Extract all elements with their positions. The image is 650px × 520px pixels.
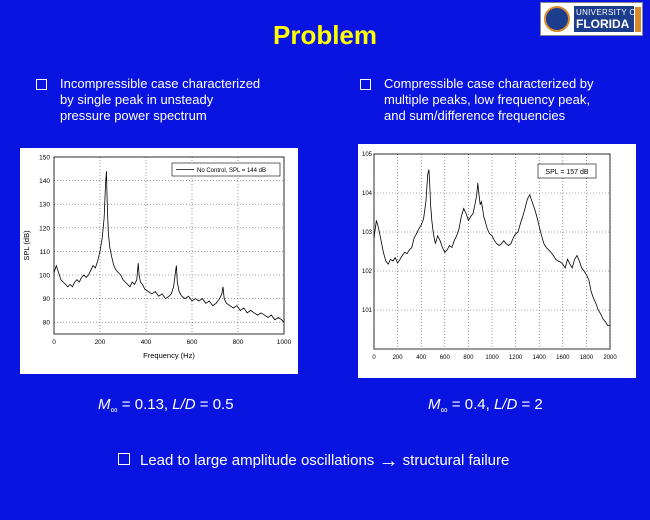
bottom-bullet-text: Lead to large amplitude oscillations → s… bbox=[140, 450, 509, 473]
x-tick-label: 0 bbox=[372, 355, 376, 361]
plot-frame bbox=[373, 153, 611, 350]
x-tick-label: 800 bbox=[233, 339, 244, 346]
x-tick-label: 200 bbox=[95, 339, 106, 346]
x-tick-label: 600 bbox=[440, 355, 451, 361]
left-spectrum-chart: 0 200 400 600 800 1000 80 90 100 110 120 130 140 150 F… bbox=[22, 155, 292, 361]
y-tick-label: 110 bbox=[40, 249, 51, 256]
plot-frame bbox=[53, 156, 285, 335]
right-bullet-line-2: multiple peaks, low frequency peak, bbox=[384, 92, 590, 107]
left-bullet-line-2: by single peak in unsteady bbox=[60, 92, 214, 107]
x-tick-label: 400 bbox=[416, 355, 427, 361]
y-tick-label: 104 bbox=[362, 191, 373, 197]
ld-symbol: L/D bbox=[493, 396, 518, 413]
x-tick-label: 0 bbox=[52, 339, 56, 346]
logo-line-1: UNIVERSITY OF bbox=[576, 8, 642, 17]
right-bullet-line-1: Compressible case characterized by bbox=[384, 76, 594, 91]
right-bullet-line-3: and sum/difference frequencies bbox=[384, 108, 566, 123]
y-tick-label: 100 bbox=[39, 273, 50, 280]
ld-value: = 0.5 bbox=[195, 396, 234, 413]
x-tick-label: 1800 bbox=[580, 355, 594, 361]
arrow-right-icon: → bbox=[378, 450, 399, 472]
y-tick-label: 105 bbox=[362, 152, 373, 158]
x-axis-label: Frequency (Hz) bbox=[143, 351, 195, 360]
left-bullet-line-3: pressure power spectrum bbox=[60, 108, 207, 123]
logo-banner bbox=[574, 6, 634, 32]
x-tick-label: 1000 bbox=[277, 339, 292, 346]
x-tick-label: 2000 bbox=[603, 355, 617, 361]
left-bullet-text: Incompressible case characterized by sin… bbox=[60, 76, 260, 124]
right-caption: M∞ = 0.4, L/D = 2 bbox=[428, 396, 543, 416]
legend-label: No Control, SPL = 144 dB bbox=[197, 168, 266, 174]
bottom-bullet-text-1: Lead to large amplitude oscillations bbox=[140, 452, 375, 469]
checkbox-bullet-icon bbox=[360, 79, 371, 90]
legend-label: SPL = 157 dB bbox=[545, 169, 588, 176]
tower-icon bbox=[635, 7, 641, 32]
logo-line-2: FLORIDA bbox=[576, 17, 630, 31]
y-tick-label: 102 bbox=[362, 269, 373, 275]
series-line-spl bbox=[373, 169, 610, 326]
y-axis-label: SPL (dB) bbox=[22, 230, 31, 261]
y-tick-label: 130 bbox=[39, 202, 50, 209]
y-tick-label: 120 bbox=[39, 225, 50, 232]
checkbox-bullet-icon bbox=[118, 453, 130, 465]
legend-box bbox=[171, 162, 281, 177]
left-bullet-line-1: Incompressible case characterized bbox=[60, 76, 261, 91]
y-tick-label: 140 bbox=[39, 178, 50, 185]
left-bullet: Incompressible case characterized by sin… bbox=[36, 76, 336, 132]
infinity-subscript: ∞ bbox=[110, 405, 118, 416]
x-tick-label: 200 bbox=[393, 355, 404, 361]
ld-symbol: L/D bbox=[172, 396, 196, 413]
left-chart-panel: 0 200 400 600 800 1000 80 90 100 110 120 130 140 150 F… bbox=[20, 148, 298, 374]
infinity-subscript: ∞ bbox=[440, 405, 448, 416]
y-tick-label: 101 bbox=[362, 308, 373, 314]
x-tick-label: 600 bbox=[187, 339, 198, 346]
seal-icon bbox=[544, 6, 570, 32]
mach-value: = 0.4, bbox=[447, 396, 494, 413]
x-tick-label: 1000 bbox=[485, 355, 499, 361]
checkbox-bullet-icon bbox=[36, 79, 47, 90]
legend-box bbox=[537, 163, 597, 179]
x-tick-label: 1600 bbox=[556, 355, 570, 361]
mach-value: = 0.13, bbox=[117, 396, 173, 413]
bottom-bullet-text-2: structural failure bbox=[402, 452, 510, 469]
left-caption: M∞ = 0.13, L/D = 0.5 bbox=[98, 396, 234, 416]
y-tick-label: 80 bbox=[43, 320, 51, 327]
university-logo: UNIVERSITY OF FLORIDA bbox=[540, 2, 643, 36]
right-chart-panel: 0 200 400 600 800 1000 1200 1400 1600 1800 2000 101… bbox=[358, 144, 636, 378]
ld-value: = 2 bbox=[517, 396, 543, 413]
right-bullet-text: Compressible case characterized by multi… bbox=[384, 76, 594, 124]
page-title: Problem bbox=[272, 20, 378, 50]
x-tick-label: 1200 bbox=[509, 355, 523, 361]
x-tick-label: 400 bbox=[141, 339, 152, 346]
x-tick-label: 1400 bbox=[533, 355, 547, 361]
right-spectrum-chart: 0 200 400 600 800 1000 1200 1400 1600 1800 2000 101… bbox=[362, 152, 617, 361]
mach-symbol: M bbox=[98, 396, 111, 413]
y-tick-label: 103 bbox=[362, 230, 373, 236]
series-line-no-control bbox=[53, 171, 285, 323]
y-tick-label: 90 bbox=[43, 296, 51, 303]
y-tick-label: 150 bbox=[39, 155, 50, 162]
mach-symbol: M bbox=[428, 396, 441, 413]
right-bullet: Compressible case characterized by multi… bbox=[360, 76, 650, 132]
x-tick-label: 800 bbox=[463, 355, 474, 361]
